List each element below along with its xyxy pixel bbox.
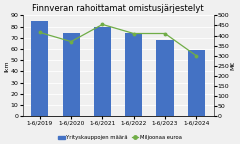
Miljoonaa euroa xyxy=(38,32,41,33)
Miljoonaa euroa xyxy=(132,33,135,34)
Bar xyxy=(94,26,111,116)
Legend: Yrityskauppojen määrä, Miljoonaa euroa: Yrityskauppojen määrä, Miljoonaa euroa xyxy=(57,134,183,141)
Miljoonaa euroa xyxy=(195,55,198,57)
Y-axis label: lkm: lkm xyxy=(4,60,9,72)
Miljoonaa euroa xyxy=(101,24,104,25)
Bar xyxy=(125,33,142,116)
Title: Finnveran rahoittamat omistusjärjestelyt: Finnveran rahoittamat omistusjärjestelyt xyxy=(32,4,204,13)
Y-axis label: M€: M€ xyxy=(231,61,236,70)
Miljoonaa euroa xyxy=(163,33,166,34)
Bar xyxy=(188,50,205,116)
Bar xyxy=(63,33,80,116)
Line: Miljoonaa euroa: Miljoonaa euroa xyxy=(39,23,198,57)
Miljoonaa euroa xyxy=(70,41,72,42)
Bar xyxy=(31,21,48,116)
Bar xyxy=(156,40,174,116)
